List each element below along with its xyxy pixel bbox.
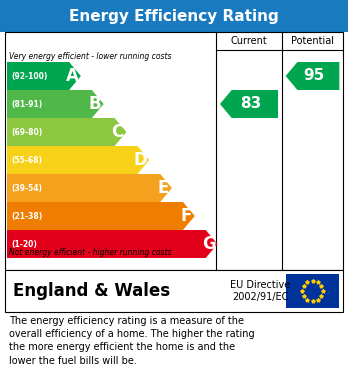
Text: E: E [157,179,169,197]
Bar [286,274,339,308]
Text: (39-54): (39-54) [11,183,42,192]
Text: D: D [134,151,147,169]
Polygon shape [7,118,126,146]
Polygon shape [7,62,81,90]
Text: C: C [111,123,124,141]
Polygon shape [7,90,104,118]
Polygon shape [7,230,218,258]
Bar [5,270,343,312]
Text: Current: Current [231,36,267,46]
Text: Very energy efficient - lower running costs: Very energy efficient - lower running co… [9,52,172,61]
Polygon shape [286,62,339,90]
Text: (92-100): (92-100) [11,72,47,81]
Text: (1-20): (1-20) [11,240,37,249]
Text: The energy efficiency rating is a measure of the
overall efficiency of a home. T: The energy efficiency rating is a measur… [9,316,255,366]
Text: A: A [66,67,79,85]
Polygon shape [7,202,195,230]
Text: (55-68): (55-68) [11,156,42,165]
Text: F: F [180,207,192,225]
Text: EU Directive
2002/91/EC: EU Directive 2002/91/EC [230,280,291,302]
Text: Potential: Potential [291,36,334,46]
Text: 83: 83 [240,97,261,111]
Polygon shape [220,90,278,118]
Bar [0,0,348,32]
Text: (81-91): (81-91) [11,99,42,108]
Text: Energy Efficiency Rating: Energy Efficiency Rating [69,9,279,23]
Polygon shape [7,146,149,174]
Text: England & Wales: England & Wales [13,282,170,300]
Text: (69-80): (69-80) [11,127,42,136]
Text: B: B [88,95,101,113]
Text: Not energy efficient - higher running costs: Not energy efficient - higher running co… [9,248,172,257]
Text: 95: 95 [304,68,325,84]
Text: G: G [202,235,215,253]
Bar [5,32,343,270]
Text: (21-38): (21-38) [11,212,42,221]
Polygon shape [7,174,172,202]
